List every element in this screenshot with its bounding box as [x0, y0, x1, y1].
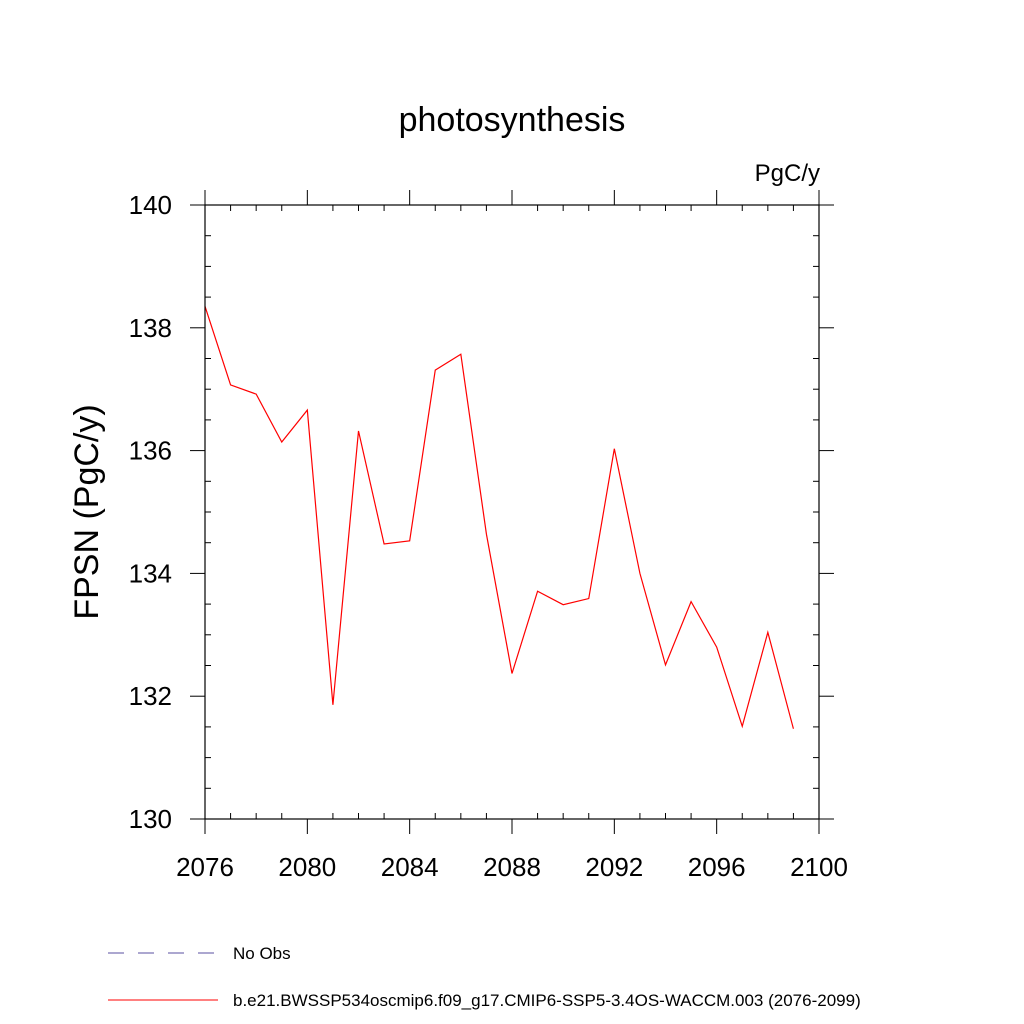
legend: No Obs b.e21.BWSSP534oscmip6.f09_g17.CMI… — [108, 944, 861, 1010]
y-tick-label: 132 — [129, 681, 172, 711]
y-tick-label: 130 — [129, 804, 172, 834]
y-axis-label: FPSN (PgC/y) — [68, 404, 106, 619]
chart-title: photosynthesis — [399, 101, 626, 139]
x-tick-label: 2096 — [688, 852, 746, 882]
x-tick-label: 2076 — [176, 852, 234, 882]
units-label: PgC/y — [755, 160, 820, 187]
series-lines — [204, 306, 794, 729]
axis-ticks — [190, 190, 834, 834]
plot-frame — [204, 204, 820, 820]
y-tick-label: 134 — [129, 558, 172, 588]
series-line-0 — [204, 306, 794, 729]
x-tick-label: 2092 — [585, 852, 643, 882]
x-tick-label: 2100 — [790, 852, 848, 882]
y-tick-label: 136 — [129, 436, 172, 466]
legend-label-no-obs: No Obs — [233, 944, 291, 963]
y-tick-label: 140 — [129, 190, 172, 220]
x-tick-label: 2088 — [483, 852, 541, 882]
tick-labels: 2076 2080 2084 2088 2092 2096 2100 130 132 134 136… — [129, 190, 848, 882]
x-tick-label: 2084 — [381, 852, 439, 882]
legend-label-model: b.e21.BWSSP534oscmip6.f09_g17.CMIP6-SSP5… — [233, 991, 861, 1010]
y-tick-label: 138 — [129, 313, 172, 343]
x-tick-label: 2080 — [278, 852, 336, 882]
